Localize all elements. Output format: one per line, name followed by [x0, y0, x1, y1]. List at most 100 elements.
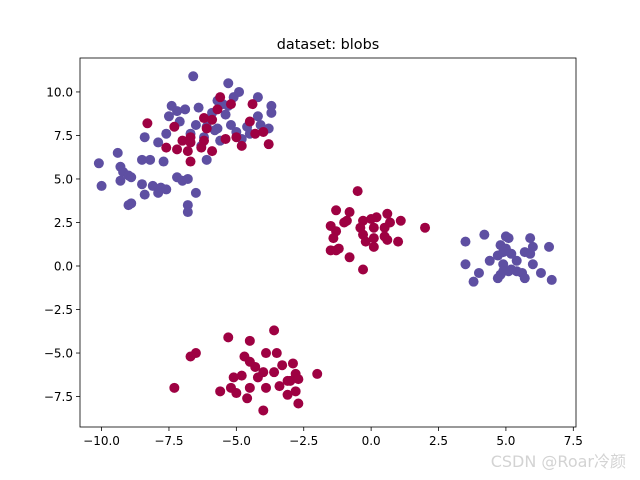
- data-point: [153, 187, 164, 198]
- plot-area: [80, 58, 576, 427]
- data-point: [193, 102, 204, 113]
- data-point: [147, 180, 158, 191]
- data-point: [269, 367, 280, 378]
- data-point: [250, 128, 261, 139]
- data-point: [244, 335, 255, 346]
- data-point: [269, 325, 280, 336]
- data-point: [112, 147, 123, 158]
- data-point: [393, 236, 404, 247]
- data-point: [123, 200, 134, 211]
- data-point: [479, 229, 490, 240]
- data-point: [231, 132, 242, 143]
- data-point: [185, 156, 196, 167]
- data-point: [525, 248, 536, 259]
- data-point: [223, 78, 234, 89]
- data-point: [252, 372, 263, 383]
- data-point: [258, 405, 269, 416]
- y-tick-label: 0.0: [54, 259, 73, 273]
- x-tick-label: −2.5: [289, 434, 318, 448]
- data-point: [258, 126, 269, 137]
- data-point: [115, 175, 126, 186]
- x-tick-label: −7.5: [154, 434, 183, 448]
- data-point: [207, 146, 218, 157]
- data-point: [244, 116, 255, 127]
- x-tick-label: −10.0: [83, 434, 120, 448]
- data-point: [282, 375, 293, 386]
- data-point: [142, 118, 153, 129]
- y-tick-label: −2.5: [44, 303, 73, 317]
- data-point: [511, 255, 522, 266]
- data-point: [266, 107, 277, 118]
- data-point: [236, 140, 247, 151]
- data-point: [468, 276, 479, 287]
- data-point: [328, 233, 339, 244]
- data-point: [185, 137, 196, 148]
- data-point: [293, 374, 304, 385]
- data-point: [252, 111, 263, 122]
- data-point: [498, 247, 509, 258]
- data-point: [341, 215, 352, 226]
- data-point: [172, 144, 183, 155]
- data-point: [263, 139, 274, 150]
- x-tick-label: 5.0: [496, 434, 515, 448]
- data-point: [473, 267, 484, 278]
- data-point: [527, 259, 538, 270]
- data-point: [535, 267, 546, 278]
- data-point: [169, 121, 180, 132]
- data-point: [460, 259, 471, 270]
- data-point: [169, 382, 180, 393]
- data-point: [163, 111, 174, 122]
- data-point: [137, 179, 147, 190]
- axes-frame: [79, 57, 577, 428]
- data-point: [139, 189, 150, 200]
- data-point: [544, 241, 555, 252]
- data-point: [228, 372, 239, 383]
- data-point: [261, 382, 271, 393]
- data-point: [220, 109, 231, 120]
- data-point: [274, 381, 285, 392]
- data-point: [201, 123, 212, 134]
- data-point: [215, 386, 226, 397]
- data-point: [492, 273, 503, 284]
- data-point: [282, 389, 293, 400]
- data-point: [290, 386, 301, 397]
- data-point: [225, 99, 236, 110]
- data-point: [250, 361, 261, 372]
- data-point: [139, 132, 150, 143]
- data-point: [368, 233, 379, 244]
- data-point: [525, 233, 536, 244]
- data-point: [506, 248, 517, 259]
- data-point: [244, 382, 255, 393]
- data-point: [344, 252, 355, 263]
- data-point: [201, 154, 212, 165]
- data-point: [344, 207, 355, 218]
- data-point: [368, 241, 379, 252]
- data-point: [519, 273, 530, 284]
- data-point: [196, 142, 207, 153]
- data-point: [209, 125, 220, 136]
- data-point: [182, 146, 193, 157]
- data-point: [420, 222, 431, 233]
- x-tick-label: 7.5: [564, 434, 583, 448]
- data-point: [352, 186, 363, 197]
- data-point: [212, 104, 223, 115]
- data-point: [182, 173, 193, 184]
- data-point: [368, 222, 379, 233]
- data-point: [161, 142, 172, 153]
- data-point: [236, 370, 247, 381]
- data-point: [252, 92, 263, 103]
- data-point: [145, 154, 156, 165]
- data-point: [242, 393, 253, 404]
- data-point: [182, 207, 193, 218]
- data-point: [180, 104, 191, 115]
- y-axis: −7.5 −5.0 −2.5 0.0 2.5 5.0 7.5 10.0: [44, 85, 80, 404]
- data-point: [223, 332, 234, 343]
- data-point: [460, 236, 471, 247]
- data-point: [126, 172, 137, 183]
- y-tick-label: −5.0: [44, 347, 73, 361]
- data-point: [360, 236, 371, 247]
- data-point: [158, 156, 169, 167]
- data-point: [177, 135, 188, 146]
- data-point: [199, 113, 209, 124]
